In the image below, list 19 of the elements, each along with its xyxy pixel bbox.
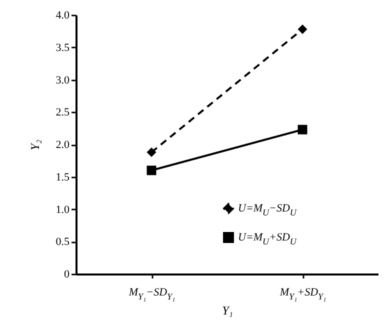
point — [146, 148, 156, 158]
y-tick-label: 3.0 — [56, 74, 70, 86]
y-tick-label: 4.0 — [56, 10, 70, 22]
point — [298, 24, 308, 34]
y-tick-label: 1.5 — [56, 171, 70, 184]
point — [146, 166, 156, 176]
x-tick-label: M$_{Y₁}$−SD$_{Y₁}$ — [128, 286, 176, 302]
legend-label: U=M$_{U}$+SD$_{U}$ — [238, 232, 297, 246]
y-tick-label: 3.5 — [56, 42, 70, 54]
x-axis-title: Y₁ — [222, 304, 233, 318]
point — [298, 124, 308, 134]
x-tick-label: M$_{Y₁}$+SD$_{Y₁}$ — [278, 286, 326, 302]
y-tick-label: 2.5 — [56, 106, 70, 119]
y-axis-title: Y₂ — [28, 140, 42, 150]
y-tick-label: 2.0 — [56, 139, 70, 151]
y-tick-label: 0.5 — [56, 236, 70, 248]
y-tick-label: 1.0 — [56, 204, 70, 216]
y-tick-label: 0 — [64, 268, 70, 280]
legend-label: U=M$_{U}$−SD$_{U}$ — [238, 202, 297, 218]
